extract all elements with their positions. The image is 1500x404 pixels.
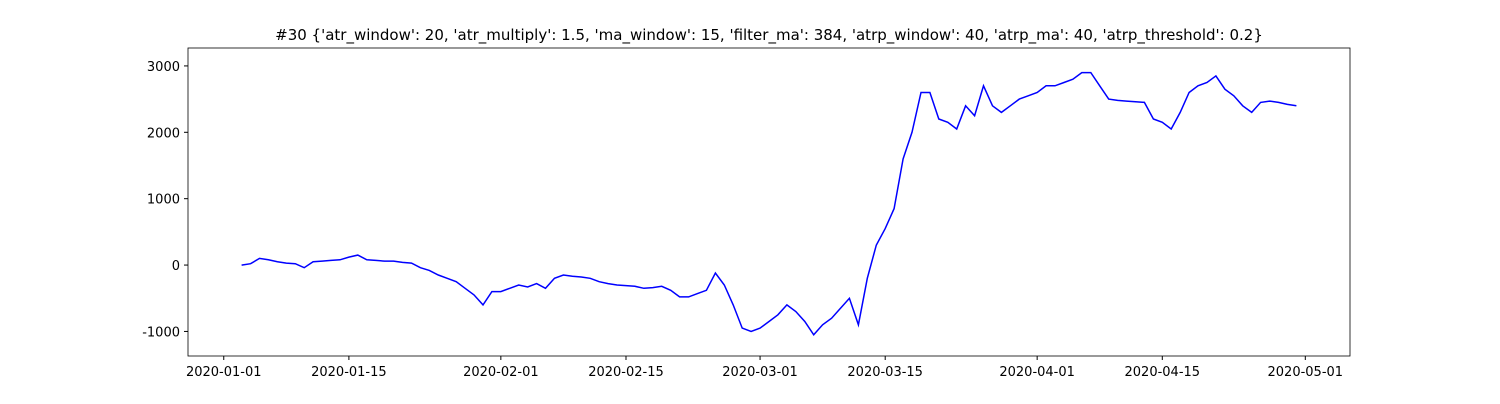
y-tick-label: 1000 — [147, 193, 180, 208]
y-tick-label: 2000 — [147, 126, 180, 141]
x-tick-label: 2020-03-01 — [722, 365, 798, 380]
x-tick-label: 2020-02-15 — [588, 365, 664, 380]
plot-frame — [187, 47, 1351, 357]
y-tick-label: -1000 — [142, 325, 180, 340]
x-tick-label: 2020-04-01 — [999, 365, 1075, 380]
x-tick-label: 2020-01-15 — [311, 365, 387, 380]
chart-title: #30 {'atr_window': 20, 'atr_multiply': 1… — [275, 26, 1263, 45]
x-tick-label: 2020-05-01 — [1268, 365, 1344, 380]
line — [241, 71, 1297, 337]
x-tick-label: 2020-02-01 — [463, 365, 539, 380]
y-tick-label: 0 — [172, 259, 180, 274]
x-tick-label: 2020-03-15 — [847, 365, 923, 380]
x-tick-label: 2020-04-15 — [1125, 365, 1201, 380]
y-tick-label: 3000 — [147, 60, 180, 75]
x-tick-label: 2020-01-01 — [186, 365, 262, 380]
